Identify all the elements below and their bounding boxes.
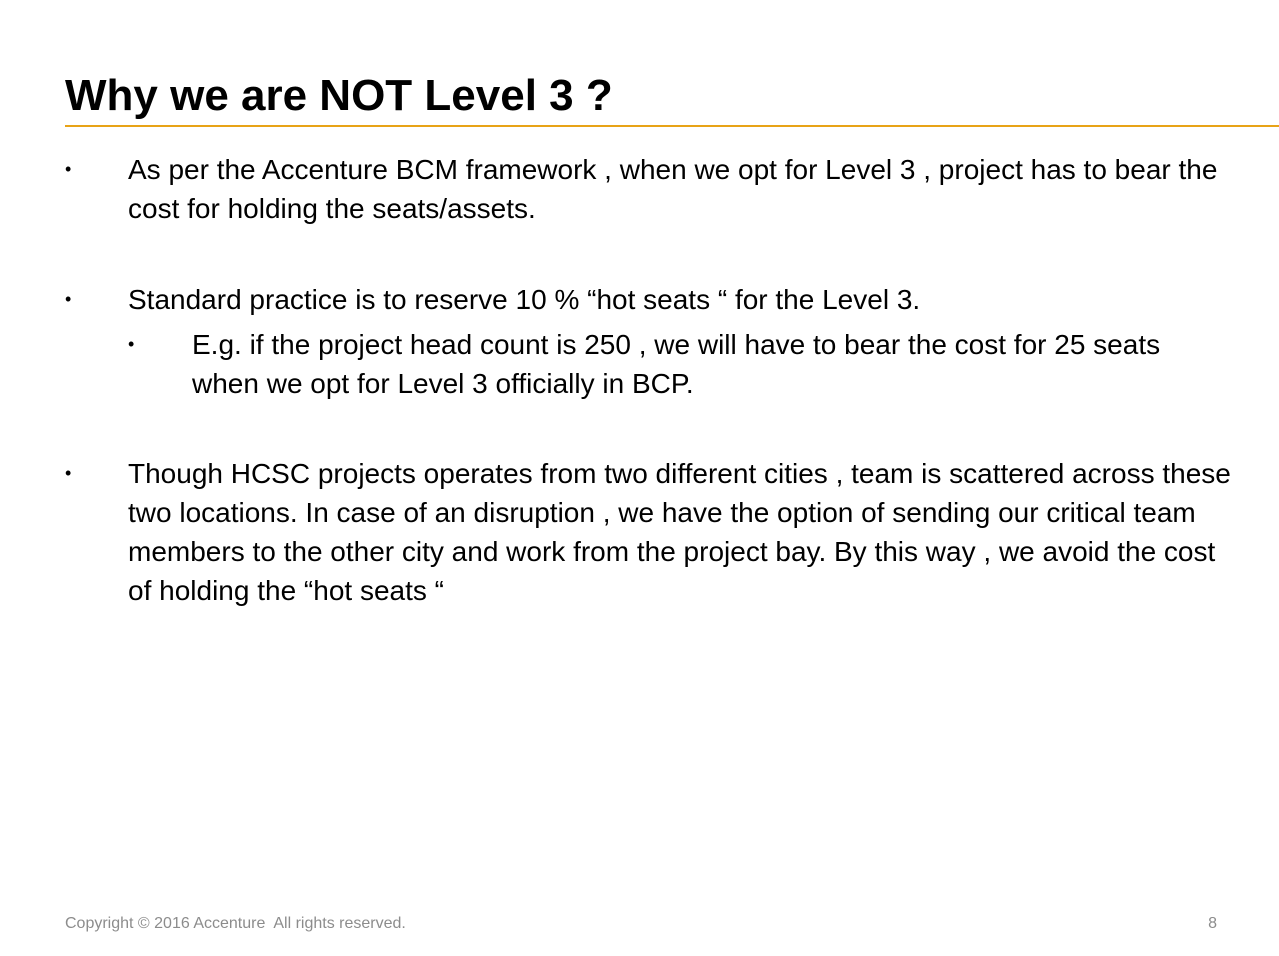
page-number: 8 <box>1208 915 1217 932</box>
bullet-dot-icon: • <box>65 289 72 309</box>
bullet-text: E.g. if the project head count is 250 , … <box>192 329 1161 399</box>
bullet-dot-icon: • <box>65 159 72 179</box>
title-underline <box>65 125 1279 127</box>
bullet-text: As per the Accenture BCM framework , whe… <box>128 154 1218 224</box>
bullet-text: Standard practice is to reserve 10 % “ho… <box>128 284 921 315</box>
bullet-dot-icon: • <box>128 334 135 354</box>
bullet-dot-icon: • <box>65 463 72 483</box>
bullet-text: Though HCSC projects operates from two d… <box>128 458 1231 606</box>
footer-copyright: Copyright © 2016 Accenture All rights re… <box>65 915 406 932</box>
slide-title: Why we are NOT Level 3 ? <box>65 71 613 120</box>
